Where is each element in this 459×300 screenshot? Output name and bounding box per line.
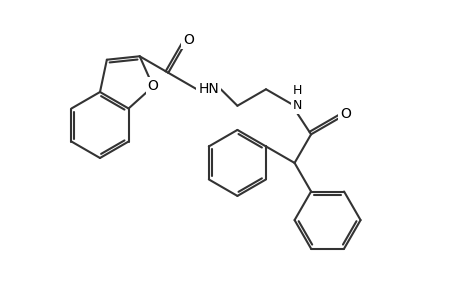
Text: O: O (340, 107, 350, 121)
Text: H
N: H N (292, 84, 302, 112)
Text: O: O (147, 80, 158, 93)
Text: HN: HN (198, 82, 219, 96)
Text: O: O (183, 33, 194, 47)
